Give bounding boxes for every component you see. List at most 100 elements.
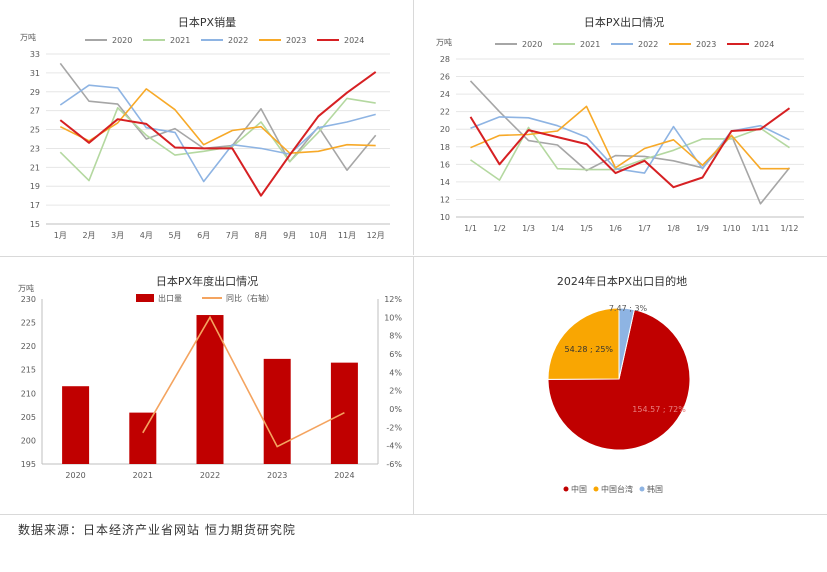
- legend-label-2021: 2021: [170, 36, 190, 45]
- x-tick-label: 1/7: [638, 224, 651, 233]
- legend-swatch-1: [593, 486, 599, 492]
- x-tick-label: 1/6: [609, 224, 622, 233]
- x-tick-label: 7月: [226, 231, 239, 240]
- legend-label-2023: 2023: [286, 36, 306, 45]
- y-axis-unit: 万吨: [18, 283, 34, 293]
- y2-tick-label: -4%: [386, 442, 402, 451]
- legend-swatch-0: [563, 486, 569, 492]
- y-tick-label: 27: [30, 107, 40, 116]
- x-tick-label: 11月: [338, 231, 356, 240]
- y-tick-label: 15: [30, 220, 40, 229]
- legend-label-2024: 2024: [344, 36, 364, 45]
- chart-title: 日本PX年度出口情况: [156, 274, 258, 288]
- y2-tick-label: 8%: [389, 332, 402, 341]
- legend-label-2023: 2023: [696, 40, 716, 49]
- y2-tick-label: -6%: [386, 460, 402, 469]
- legend-label-1: 中国台湾: [601, 484, 633, 494]
- y-tick-label: 25: [30, 126, 40, 135]
- y-tick-label: 18: [440, 143, 450, 152]
- series-line-2022: [59, 84, 376, 183]
- x-tick-label: 2020: [65, 471, 85, 480]
- y-tick-label: 26: [440, 73, 450, 82]
- destination-chart-panel: 2024年日本PX出口目的地 154.57 ; 72% 54.28 ; 25% 7.4…: [414, 257, 827, 515]
- y-tick-label: 23: [30, 144, 40, 153]
- bar-2021: [129, 412, 157, 464]
- x-tick-label: 10月: [309, 231, 327, 240]
- x-tick-label: 2022: [200, 471, 220, 480]
- legend-label-2020: 2020: [522, 40, 542, 49]
- x-tick-label: 1/5: [580, 224, 593, 233]
- x-tick-label: 1/3: [522, 224, 535, 233]
- y-tick-label: 210: [21, 389, 36, 398]
- series-line-2023: [59, 88, 376, 154]
- legend-label-2022: 2022: [638, 40, 658, 49]
- legend-label-0: 中国: [571, 484, 587, 494]
- y2-tick-label: 12%: [384, 295, 402, 304]
- destination-pie-chart: 2024年日本PX出口目的地 154.57 ; 72% 54.28 ; 25% 7.4…: [547, 274, 691, 494]
- divider-horizontal-middle: [0, 256, 827, 257]
- y-tick-label: 200: [21, 436, 36, 445]
- chart-title: 2024年日本PX出口目的地: [557, 274, 687, 288]
- x-tick-label: 5月: [168, 231, 181, 240]
- y-tick-label: 215: [21, 366, 36, 375]
- divider-vertical-top: [413, 0, 414, 255]
- y-tick-label: 17: [30, 201, 40, 210]
- y-tick-label: 220: [21, 342, 36, 351]
- x-tick-label: 4月: [140, 231, 153, 240]
- bar-2020: [62, 386, 90, 464]
- series-line-2020: [59, 62, 377, 171]
- y-tick-label: 22: [440, 108, 450, 117]
- pie-data-label: 7.47 ; 3%: [609, 304, 648, 313]
- annual-export-chart-panel: 日本PX年度出口情况 万吨 195 200 205 210 215 220 225 230 -6% -…: [0, 257, 413, 515]
- x-tick-label: 1/8: [667, 224, 680, 233]
- legend-swatch-bar: [136, 294, 154, 302]
- chart-title: 日本PX出口情况: [584, 15, 664, 29]
- pie-data-label: 54.28 ; 25%: [565, 345, 614, 354]
- x-tick-label: 1月: [54, 231, 67, 240]
- legend-label-2024: 2024: [754, 40, 774, 49]
- y-tick-label: 205: [21, 413, 36, 422]
- legend-label-2020: 2020: [112, 36, 132, 45]
- y-tick-label: 14: [440, 178, 450, 187]
- y-tick-label: 20: [440, 125, 450, 134]
- legend-label-2: 韩国: [647, 484, 663, 494]
- y-tick-label: 29: [30, 88, 40, 97]
- y2-tick-label: 4%: [389, 368, 402, 377]
- y-tick-label: 28: [440, 55, 450, 64]
- y-axis-unit: 万吨: [436, 37, 452, 47]
- pie-slice-0: [547, 309, 691, 451]
- x-tick-label: 1/2: [493, 224, 506, 233]
- x-tick-label: 1/10: [723, 224, 741, 233]
- series-line-yoy: [142, 315, 345, 448]
- x-tick-label: 1/11: [752, 224, 770, 233]
- x-tick-label: 1/12: [781, 224, 799, 233]
- y-tick-label: 21: [30, 163, 40, 172]
- x-tick-label: 2024: [334, 471, 354, 480]
- x-tick-label: 9月: [283, 231, 296, 240]
- pie-data-label: 154.57 ; 72%: [632, 405, 686, 414]
- y-tick-label: 230: [21, 295, 36, 304]
- legend-label-2022: 2022: [228, 36, 248, 45]
- legend-label-2021: 2021: [580, 40, 600, 49]
- y-tick-label: 24: [440, 90, 450, 99]
- x-tick-label: 1/1: [464, 224, 477, 233]
- y-tick-label: 16: [440, 160, 450, 169]
- series-line-2024: [59, 71, 377, 197]
- x-tick-label: 12月: [367, 231, 385, 240]
- x-tick-label: 1/4: [551, 224, 564, 233]
- y-tick-label: 31: [30, 69, 40, 78]
- y-tick-label: 10: [440, 213, 450, 222]
- y-tick-label: 12: [440, 195, 450, 204]
- pie-slice-2: [618, 307, 635, 380]
- y2-tick-label: 10%: [384, 313, 402, 322]
- y-tick-label: 19: [30, 182, 40, 191]
- legend-label-line: 同比（右轴）: [226, 293, 274, 303]
- divider-source: [0, 514, 827, 515]
- x-tick-label: 2月: [82, 231, 95, 240]
- legend-label-bar: 出口量: [158, 293, 182, 303]
- pie-slice-1: [547, 307, 620, 380]
- sales-chart-panel: 日本PX销量 万吨 15 17 19 21 23 25 27 29 31 33 1月 2月 3月 4月 5月 6月…: [0, 0, 413, 255]
